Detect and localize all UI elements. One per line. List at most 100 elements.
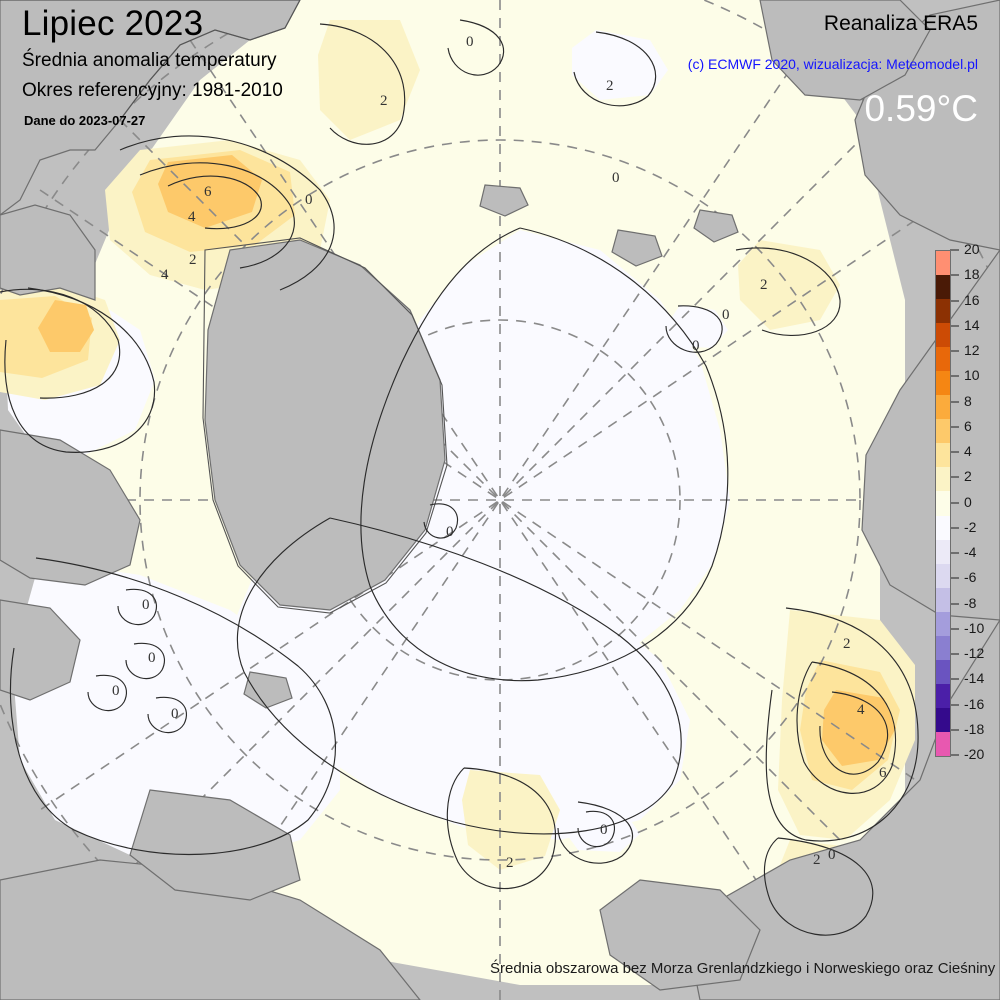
colorbar-tick-mark: [950, 324, 959, 327]
map-subtitle: Średnia anomalia temperatury: [22, 50, 277, 71]
colorbar-tick-mark: [950, 375, 959, 378]
colorbar-tick-mark: [950, 400, 959, 403]
contour-lines: [0, 19, 919, 936]
colorbar-tick-mark: [950, 501, 959, 504]
colorbar-band: [936, 707, 950, 732]
colorbar-tick-label: 2: [964, 468, 972, 485]
colorbar-tick-mark: [950, 577, 959, 580]
anomaly-field-6-8: [38, 155, 896, 766]
colorbar-tick-mark: [950, 350, 959, 352]
colorbar-tick-mark: [950, 728, 959, 731]
colorbar-tick-label: 18: [964, 266, 980, 283]
contour-label: 0: [466, 34, 474, 50]
contour-label: 6: [879, 765, 887, 781]
colorbar-tick-label: -4: [964, 544, 977, 560]
colorbar-band: [936, 491, 950, 516]
colorbar-band: [936, 443, 950, 468]
contour-label: 2: [506, 855, 514, 871]
contour-label: 2: [843, 636, 851, 652]
contour-label: 0: [600, 822, 608, 838]
colorbar-tick-mark: [950, 476, 959, 479]
contour-label: 0: [112, 683, 120, 699]
area-mean-anomaly: 0.59°C: [864, 88, 978, 129]
colorbar-tick-label: 6: [964, 417, 972, 434]
colorbar-band: [936, 299, 950, 324]
colorbar-tick-mark: [950, 703, 959, 706]
colorbar-tick-label: 0: [964, 493, 972, 510]
page-title: Lipiec 2023: [22, 4, 204, 43]
contour-label: 0: [612, 170, 620, 186]
colorbar-tick-label: -14: [964, 670, 985, 687]
colorbar-tick-label: -12: [964, 645, 985, 661]
colorbar-tick-mark: [950, 754, 959, 756]
reference-period-text: Okres referencyjny: 1981-2010: [22, 80, 283, 101]
contour-label: 0: [446, 524, 454, 540]
colorbar-tick-label: -6: [964, 569, 977, 586]
colorbar-band: [936, 323, 950, 348]
contour-label: 4: [857, 702, 865, 718]
colorbar-band: [936, 683, 950, 708]
contour-label: 4: [188, 209, 196, 225]
colorbar-band: [936, 659, 950, 684]
colorbar-tick-label: -2: [964, 518, 977, 535]
colorbar-tick-label: 14: [964, 316, 980, 333]
colorbar-tick-mark: [950, 274, 959, 277]
contour-label: 0: [692, 338, 700, 354]
colorbar-tick-mark: [950, 425, 959, 428]
colorbar-tick-label: 10: [964, 367, 980, 384]
contour-label: 2: [760, 277, 768, 293]
colorbar-band: [936, 419, 950, 444]
coastline: [0, 0, 448, 614]
colorbar-band: [936, 731, 950, 756]
colorbar: [935, 250, 951, 757]
footnote-text: Średnia obszarowa bez Morza Grenlandzkie…: [490, 960, 1000, 977]
colorbar-band: [936, 395, 950, 420]
colorbar-tick-mark: [950, 299, 959, 302]
contour-label: 2: [813, 852, 821, 868]
colorbar-tick-label: 20: [964, 241, 980, 257]
contour-label: 6: [204, 184, 212, 200]
contour-label: 0: [828, 847, 836, 863]
colorbar-band: [936, 635, 950, 660]
colorbar-tick-mark: [950, 526, 959, 529]
colorbar-band: [936, 275, 950, 300]
colorbar-tick-mark: [950, 249, 959, 251]
contour-label: 0: [148, 650, 156, 666]
colorbar-tick-label: 4: [964, 443, 972, 459]
contour-label: 0: [142, 597, 150, 613]
colorbar-tick-mark: [950, 627, 959, 630]
colorbar-band: [936, 539, 950, 564]
credit-link[interactable]: (c) ECMWF 2020, wizualizacja: Meteomodel…: [687, 56, 978, 72]
colorbar-band: [936, 563, 950, 588]
colorbar-tick-label: -18: [964, 720, 985, 737]
colorbar-tick-mark: [950, 653, 959, 655]
colorbar-tick-mark: [950, 678, 959, 681]
colorbar-band: [936, 587, 950, 612]
colorbar-band: [936, 515, 950, 540]
colorbar-tick-label: 12: [964, 342, 980, 358]
contour-label: 4: [161, 267, 169, 283]
colorbar-tick-mark: [950, 602, 959, 605]
colorbar-tick-label: 8: [964, 392, 972, 409]
contour-label: 0: [722, 307, 730, 323]
data-through-text: Dane do 2023-07-27: [24, 113, 146, 128]
colorbar-band: [936, 347, 950, 372]
colorbar-tick-mark: [950, 552, 959, 554]
reanalysis-label: Reanaliza ERA5: [823, 12, 978, 35]
colorbar-tick-mark: [950, 451, 959, 453]
colorbar-tick-label: -8: [964, 594, 977, 611]
colorbar-band: [936, 251, 950, 276]
contour-label: 0: [171, 706, 179, 722]
colorbar-tick-label: -10: [964, 619, 985, 636]
colorbar-tick-label: 16: [964, 291, 980, 308]
colorbar-tick-label: -16: [964, 695, 985, 712]
contour-label: 2: [189, 252, 197, 268]
colorbar-tick-label: -20: [964, 746, 985, 762]
contour-label: 2: [380, 93, 388, 109]
contour-label: 0: [305, 192, 313, 208]
contour-label: 2: [606, 78, 614, 94]
